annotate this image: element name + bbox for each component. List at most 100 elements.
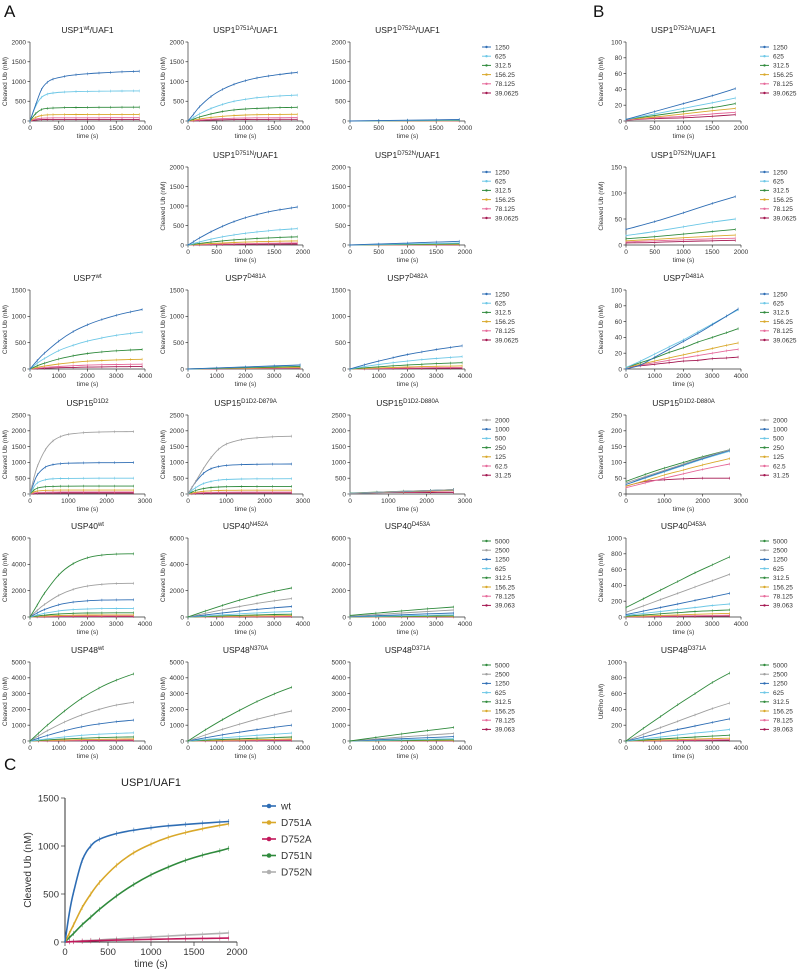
- y-tick-label: 500: [173, 340, 184, 347]
- y-tick-label: 0: [618, 614, 622, 621]
- legend-marker: [485, 329, 488, 332]
- legend-label: 39.063: [495, 603, 515, 610]
- chart-title: USP1D752A/UAF1: [375, 25, 440, 35]
- chart-a-usp7d482a: USP7D482A 0 1000 2000 3000 4000 0 500 1000 1500 ti…: [332, 273, 519, 388]
- legend-label: 78.125: [773, 206, 793, 213]
- x-tick-label: 0: [348, 373, 352, 380]
- x-tick-label: 4000: [734, 373, 749, 380]
- x-tick-label: 4000: [296, 373, 311, 380]
- legend-marker: [485, 539, 488, 543]
- legend-marker: [266, 803, 272, 809]
- legend-label: 625: [773, 54, 784, 61]
- y-tick-label: 500: [173, 476, 184, 483]
- legend-marker: [763, 437, 766, 440]
- y-tick-label: 0: [180, 614, 184, 621]
- series-line-d751n: [64, 847, 230, 943]
- y-axis-label: Cleaved Ub (nM): [598, 57, 605, 106]
- y-tick-label: 1000: [12, 460, 27, 467]
- legend-marker: [485, 549, 488, 552]
- chart-title-superscript: D371A: [412, 646, 430, 652]
- y-tick-label: 800: [611, 675, 622, 682]
- legend-label: 156.25: [495, 72, 515, 79]
- chart-title-superscript: D752A: [397, 26, 415, 32]
- legend-label: 1250: [773, 681, 788, 688]
- legend-marker: [485, 604, 488, 607]
- y-tick-label: 0: [22, 491, 26, 498]
- legend-marker: [485, 198, 488, 201]
- y-axis-label: Cleaved Ub (nM): [2, 57, 9, 106]
- chart-title-suffix: /UAF1: [254, 150, 278, 160]
- chart-a-usp1d751a: USP1D751A/UAF1 0 500 1000 1500 2000 0 500 1000 15…: [160, 25, 311, 140]
- x-tick-label: 1500: [267, 125, 282, 132]
- legend-label: 1250: [495, 44, 510, 51]
- chart-title-superscript: D1D2: [93, 399, 109, 405]
- y-tick-label: 0: [618, 242, 622, 249]
- x-tick-label: 0: [624, 249, 628, 256]
- y-tick-label: 80: [615, 55, 623, 62]
- x-tick-label: 3000: [734, 498, 749, 505]
- chart-title-main: USP7: [225, 273, 247, 283]
- x-tick-label: 1000: [61, 498, 76, 505]
- legend-marker: [763, 338, 766, 342]
- y-tick-label: 1000: [608, 535, 623, 542]
- legend-marker: [485, 216, 488, 220]
- series-line-312-5: [187, 236, 298, 246]
- series-group: [625, 555, 730, 619]
- series-line-625: [187, 94, 298, 122]
- y-tick-label: 1000: [170, 460, 185, 467]
- series-line-1250: [187, 206, 298, 246]
- legend-label: D751A: [281, 818, 312, 829]
- legend-marker: [763, 82, 766, 86]
- legend-label: 312.5: [495, 188, 512, 195]
- legend-label: 156.25: [773, 584, 793, 591]
- legend-label: D752N: [281, 868, 312, 879]
- y-tick-label: 2000: [12, 39, 27, 46]
- legend-marker: [763, 728, 766, 731]
- y-tick-label: 6000: [12, 535, 27, 542]
- legend-label: 156.25: [773, 72, 793, 79]
- y-axis-label: Cleaved Ub (nM): [598, 553, 605, 602]
- legend-label: 62.5: [495, 463, 508, 470]
- x-tick-label: 1000: [52, 621, 67, 628]
- x-tick-label: 2000: [238, 745, 253, 752]
- chart-title-main: USP1: [651, 25, 673, 35]
- series-line-156-25: [29, 358, 143, 370]
- series-group: [625, 671, 730, 743]
- chart-a-usp48n370a: USP48N370A 0 1000 2000 3000 4000 0 1000 2000 3000…: [160, 645, 311, 760]
- x-tick-label: 0: [186, 498, 190, 505]
- x-tick-label: 2000: [458, 249, 473, 256]
- x-tick-label: 3000: [429, 621, 444, 628]
- y-tick-label: 2000: [170, 164, 185, 171]
- chart-title: USP7D481A: [225, 273, 266, 283]
- y-tick-label: 2000: [332, 39, 347, 46]
- legend-label: 39.0625: [495, 337, 519, 344]
- series-group: [187, 586, 292, 619]
- y-axis-label: Cleaved Ub (nM): [160, 57, 167, 106]
- legend: wt D751A D752A D751N D752N: [262, 802, 312, 879]
- x-tick-label: 1000: [210, 745, 225, 752]
- legend-marker: [763, 207, 766, 210]
- legend-label: 1250: [773, 557, 788, 564]
- chart-title-main: USP48: [71, 645, 98, 655]
- chart-title: USP40D453A: [661, 521, 706, 531]
- y-tick-label: 500: [43, 890, 59, 901]
- legend-marker: [485, 73, 488, 76]
- x-tick-label: 1000: [372, 745, 387, 752]
- x-tick-label: 3000: [429, 745, 444, 752]
- x-tick-label: 0: [186, 373, 190, 380]
- y-tick-label: 500: [15, 99, 26, 106]
- chart-title: USP40wt: [71, 521, 104, 531]
- y-tick-label: 40: [615, 87, 623, 94]
- y-axis-label: Cleaved Ub (nM): [598, 305, 605, 354]
- series-group: [29, 69, 140, 123]
- x-tick-label: 2000: [400, 621, 415, 628]
- x-axis-label: time (s): [77, 753, 99, 760]
- chart-title-main: USP1: [651, 150, 673, 160]
- y-tick-label: 1000: [332, 460, 347, 467]
- y-tick-label: 5000: [170, 659, 185, 666]
- legend-label: 39.0625: [773, 215, 797, 222]
- y-tick-label: 500: [15, 476, 26, 483]
- legend-label: 78.125: [495, 206, 515, 213]
- chart-title-main: USP15: [376, 398, 403, 408]
- y-tick-label: 600: [611, 567, 622, 574]
